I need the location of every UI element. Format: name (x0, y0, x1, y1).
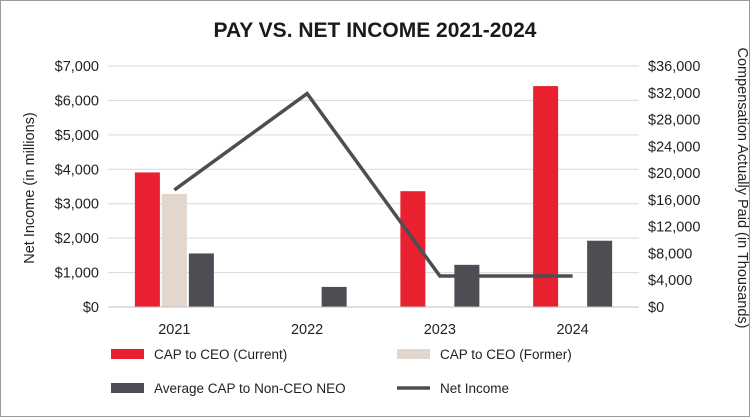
bar-average-cap-to-non-ceo-neo-2024 (587, 240, 613, 307)
y-right-tick-label: $4,000 (648, 273, 692, 289)
bar-average-cap-to-non-ceo-neo-2021 (188, 253, 214, 307)
y-right-tick-label: $20,000 (648, 166, 700, 182)
x-tick-label: 2023 (424, 322, 456, 338)
y-right-tick-label: $0 (648, 300, 664, 316)
y-left-tick-label: $4,000 (55, 162, 99, 178)
y-right-tick-label: $16,000 (648, 193, 700, 209)
x-tick-label: 2021 (158, 322, 190, 338)
chart-title: PAY VS. NET INCOME 2021-2024 (214, 19, 537, 42)
y-left-tick-label: $0 (83, 300, 99, 316)
bar-cap-to-ceo-current-2021 (134, 172, 160, 307)
bar-cap-to-ceo-current-2024 (533, 86, 559, 307)
y-right-tick-label: $12,000 (648, 220, 700, 236)
y-left-tick-label: $2,000 (55, 231, 99, 247)
y-right-tick-label: $24,000 (648, 139, 700, 155)
bar-average-cap-to-non-ceo-neo-2023 (454, 264, 480, 307)
x-tick-label: 2024 (556, 322, 588, 338)
y-left-tick-label: $3,000 (55, 197, 99, 213)
y-axis-left-title: Net Income (in millions) (22, 112, 38, 264)
y-left-tick-label: $5,000 (55, 128, 99, 144)
bar-average-cap-to-non-ceo-neo-2022 (321, 286, 347, 307)
bar-cap-to-ceo-former-2021 (161, 193, 187, 307)
legend: CAP to CEO (Current) CAP to CEO (Former) A… (111, 347, 572, 396)
legend-item-cap-to-ceo-current: CAP to CEO (Current) (111, 347, 287, 362)
legend-item-cap-to-ceo-former: CAP to CEO (Former) (397, 347, 572, 362)
y-right-tick-label: $36,000 (648, 59, 700, 75)
y-left-tick-label: $7,000 (55, 59, 99, 75)
legend-label: Net Income (440, 381, 509, 396)
legend-label: CAP to CEO (Current) (154, 347, 287, 362)
axes: $0 $1,000 $2,000 $3,000 $4,000 $5,000 $6,000 $7… (55, 59, 701, 338)
legend-swatch (111, 383, 144, 393)
y-left-tick-label: $6,000 (55, 93, 99, 109)
x-tick-label: 2022 (291, 322, 323, 338)
y-right-tick-label: $28,000 (648, 113, 700, 129)
legend-swatch (397, 349, 430, 359)
legend-label: CAP to CEO (Former) (440, 347, 572, 362)
y-left-tick-label: $1,000 (55, 266, 99, 282)
y-right-tick-label: $8,000 (648, 246, 692, 262)
y-axis-right-title: Compensation Actually Paid (in Thousands… (734, 47, 749, 328)
legend-item-average-cap-to-non-ceo-neo: Average CAP to Non-CEO NEO (111, 381, 346, 396)
y-right-tick-label: $32,000 (648, 86, 700, 102)
legend-swatch (111, 349, 144, 359)
line-net-income (173, 91, 573, 278)
legend-item-net-income: Net Income (397, 381, 509, 396)
bars (134, 86, 613, 307)
legend-label: Average CAP to Non-CEO NEO (154, 381, 346, 396)
net-income-line-layer (173, 91, 573, 278)
